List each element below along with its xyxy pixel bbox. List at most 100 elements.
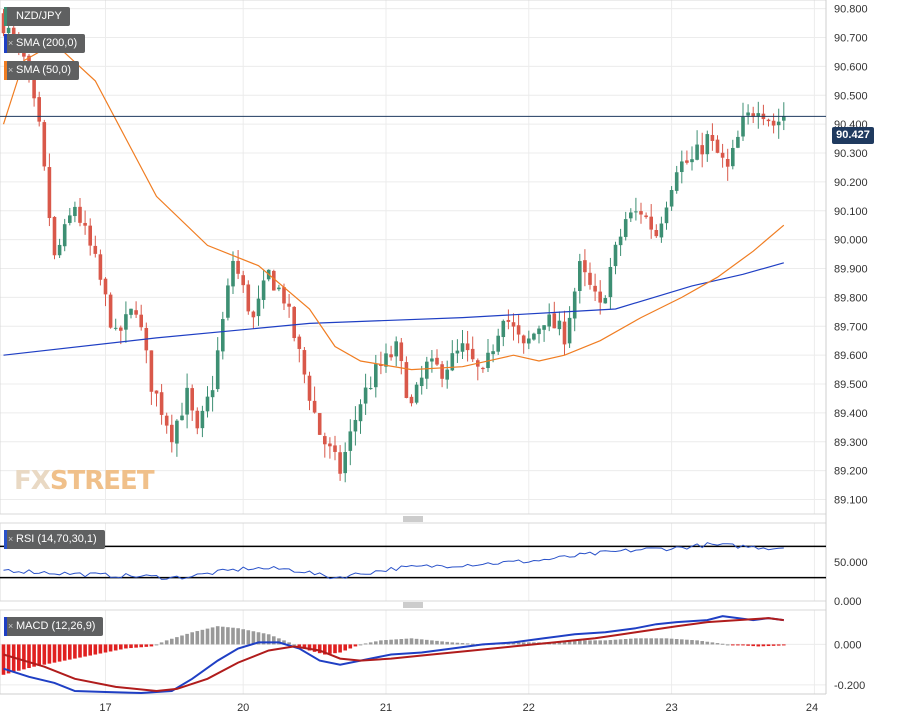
candle [333,435,337,461]
y-tick-label: 89.600 [834,350,868,362]
macd-histogram-bar [32,644,36,667]
candle [302,347,307,384]
macd-histogram-bar [195,631,200,645]
y-tick-label: 90.300 [834,148,868,160]
candle [221,311,225,360]
candle-body [37,97,41,122]
candle [323,432,327,458]
resize-handle-rsi[interactable] [403,516,423,522]
candle [205,386,210,418]
sma50-label[interactable]: × SMA (50,0) [4,61,80,80]
y-tick-label: 89.300 [834,437,868,449]
candle [751,106,755,124]
candle [159,384,164,425]
macd-histogram-bar [379,640,383,645]
candle [307,371,312,411]
candle [68,207,72,226]
candle-body [317,413,322,435]
candle-body [618,236,623,246]
candle [623,211,628,241]
candle-body [47,167,52,219]
candle [358,399,363,434]
macd-histogram-bar [170,638,174,645]
candle-body [705,134,710,155]
resize-handle-macd[interactable] [403,602,423,608]
candle [37,91,41,127]
candle-body [399,342,404,362]
candle-body [715,139,720,153]
candle [567,306,572,348]
macd-histogram-bar [603,640,608,645]
candle-body [639,211,643,215]
candle-body [409,396,414,404]
macd-histogram-bar [419,639,424,645]
macd-histogram-bar [256,632,261,645]
candle [180,402,184,421]
candle [256,285,261,326]
sma200-swatch [4,34,7,53]
candle-body [644,215,648,218]
rsi-swatch [4,530,7,549]
candle-body [435,357,439,365]
candle-body [491,351,495,355]
macd-histogram-bar [562,641,567,645]
candle [720,143,725,168]
macd-histogram-bar [144,644,149,647]
candle [537,325,541,344]
candle-body [185,387,189,415]
candle [736,130,740,149]
macd-histogram-bar [1,644,6,675]
macd-histogram-bar [567,640,572,645]
rsi-label[interactable]: × RSI (14,70,30,1) [4,530,105,549]
macd-histogram-bar [384,640,388,645]
candle [241,270,245,293]
rsi-close-icon[interactable]: × [8,534,14,544]
candle [562,310,567,356]
candle [521,334,526,354]
candle-body [669,190,674,207]
candle [389,345,393,361]
candle-body [236,260,240,274]
candle [715,135,720,154]
macd-histogram-bar [766,644,771,647]
sma200-label[interactable]: × SMA (200,0) [4,34,86,53]
macd-histogram-bar [338,644,342,653]
macd-histogram-bar [113,644,118,651]
macd-tick-label: -0.200 [834,680,865,692]
candle [119,325,123,345]
candle [47,153,52,227]
macd-histogram-bar [317,644,322,654]
candle-body [542,325,546,330]
macd-close-icon[interactable]: × [8,621,14,631]
candle [445,360,449,389]
macd-histogram-bar [623,639,628,645]
sma50-close-icon[interactable]: × [8,65,14,75]
candle [226,278,230,321]
candle-body [516,325,521,335]
candle-body [613,244,618,267]
y-tick-label: 90.100 [834,206,868,218]
candle [246,280,251,315]
candle [363,373,368,415]
candle-body [623,219,628,237]
macd-label[interactable]: × MACD (12,26,9) [4,617,104,636]
macd-histogram-bar [323,644,327,655]
candle-body [200,410,205,429]
candle-body [175,420,179,444]
candle-body [445,369,449,380]
macd-histogram-bar [328,644,332,654]
macd-histogram-bar [470,643,475,645]
pair-label[interactable]: NZD/JPY [4,7,70,26]
candle [731,139,735,170]
candle [450,340,455,372]
candle-body [766,119,771,122]
candle [379,351,383,375]
candle-body [57,244,62,256]
candle-body [246,284,251,312]
candle [501,319,506,347]
candle [170,414,174,453]
candle [649,204,653,239]
sma200-close-icon[interactable]: × [8,38,14,48]
candle [312,386,317,414]
macd-histogram-bar [527,642,531,645]
